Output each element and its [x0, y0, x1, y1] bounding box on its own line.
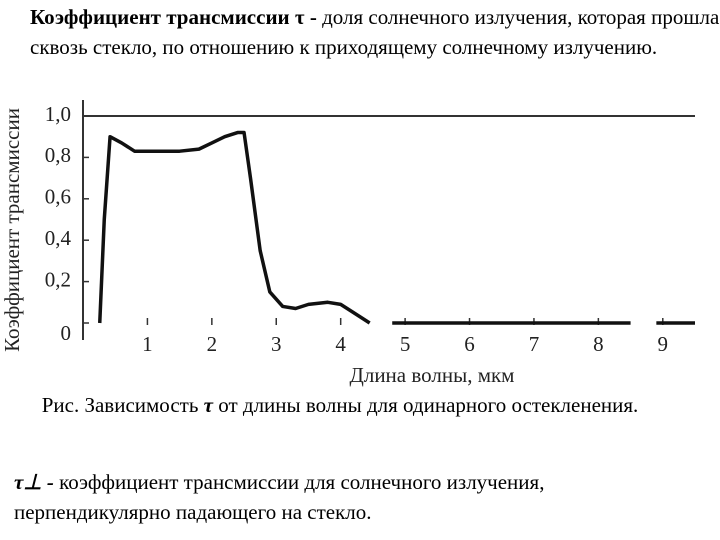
x-tick-label: 6 — [464, 332, 475, 356]
header-term: Коэффициент трансмиссии τ - — [30, 5, 317, 29]
x-tick-label: 7 — [529, 332, 540, 356]
footer-symbol: τ⊥ - — [14, 470, 54, 494]
y-tick-label: 0,6 — [45, 185, 71, 209]
y-axis-label: Коэффициент трансмиссии — [0, 108, 24, 352]
x-tick-label: 8 — [593, 332, 604, 356]
footer: τ⊥ - коэффициент трансмиссии для солнечн… — [14, 467, 704, 527]
x-tick-label: 3 — [271, 332, 282, 356]
data-line — [98, 130, 695, 325]
caption-text: от длины волны для одинарного остекленен… — [218, 393, 639, 417]
x-tick-label: 9 — [658, 332, 669, 356]
x-tick-label: 4 — [335, 332, 346, 356]
caption-symbol: τ — [203, 393, 213, 417]
y-tick-label: 0,2 — [45, 267, 71, 291]
y-tick-label: 0 — [61, 321, 72, 345]
caption-prefix: Рис. Зависимость — [41, 393, 199, 417]
x-tick-label: 1 — [142, 332, 153, 356]
footer-text: коэффициент трансмиссии для солнечного и… — [14, 470, 545, 524]
header: Коэффициент трансмиссии τ - доля солнечн… — [30, 2, 720, 62]
y-tick-label: 0,8 — [45, 143, 71, 167]
x-axis-label: Длина волны, мкм — [350, 363, 515, 387]
x-tick-label: 2 — [207, 332, 218, 356]
header-text: доля солнечного излучения, которая прошл… — [30, 5, 720, 59]
x-tick-label: 5 — [400, 332, 411, 356]
y-tick-label: 1,0 — [45, 102, 71, 126]
caption: Рис. Зависимость τ от длины волны для од… — [40, 390, 640, 420]
y-tick-label: 0,4 — [45, 226, 72, 250]
